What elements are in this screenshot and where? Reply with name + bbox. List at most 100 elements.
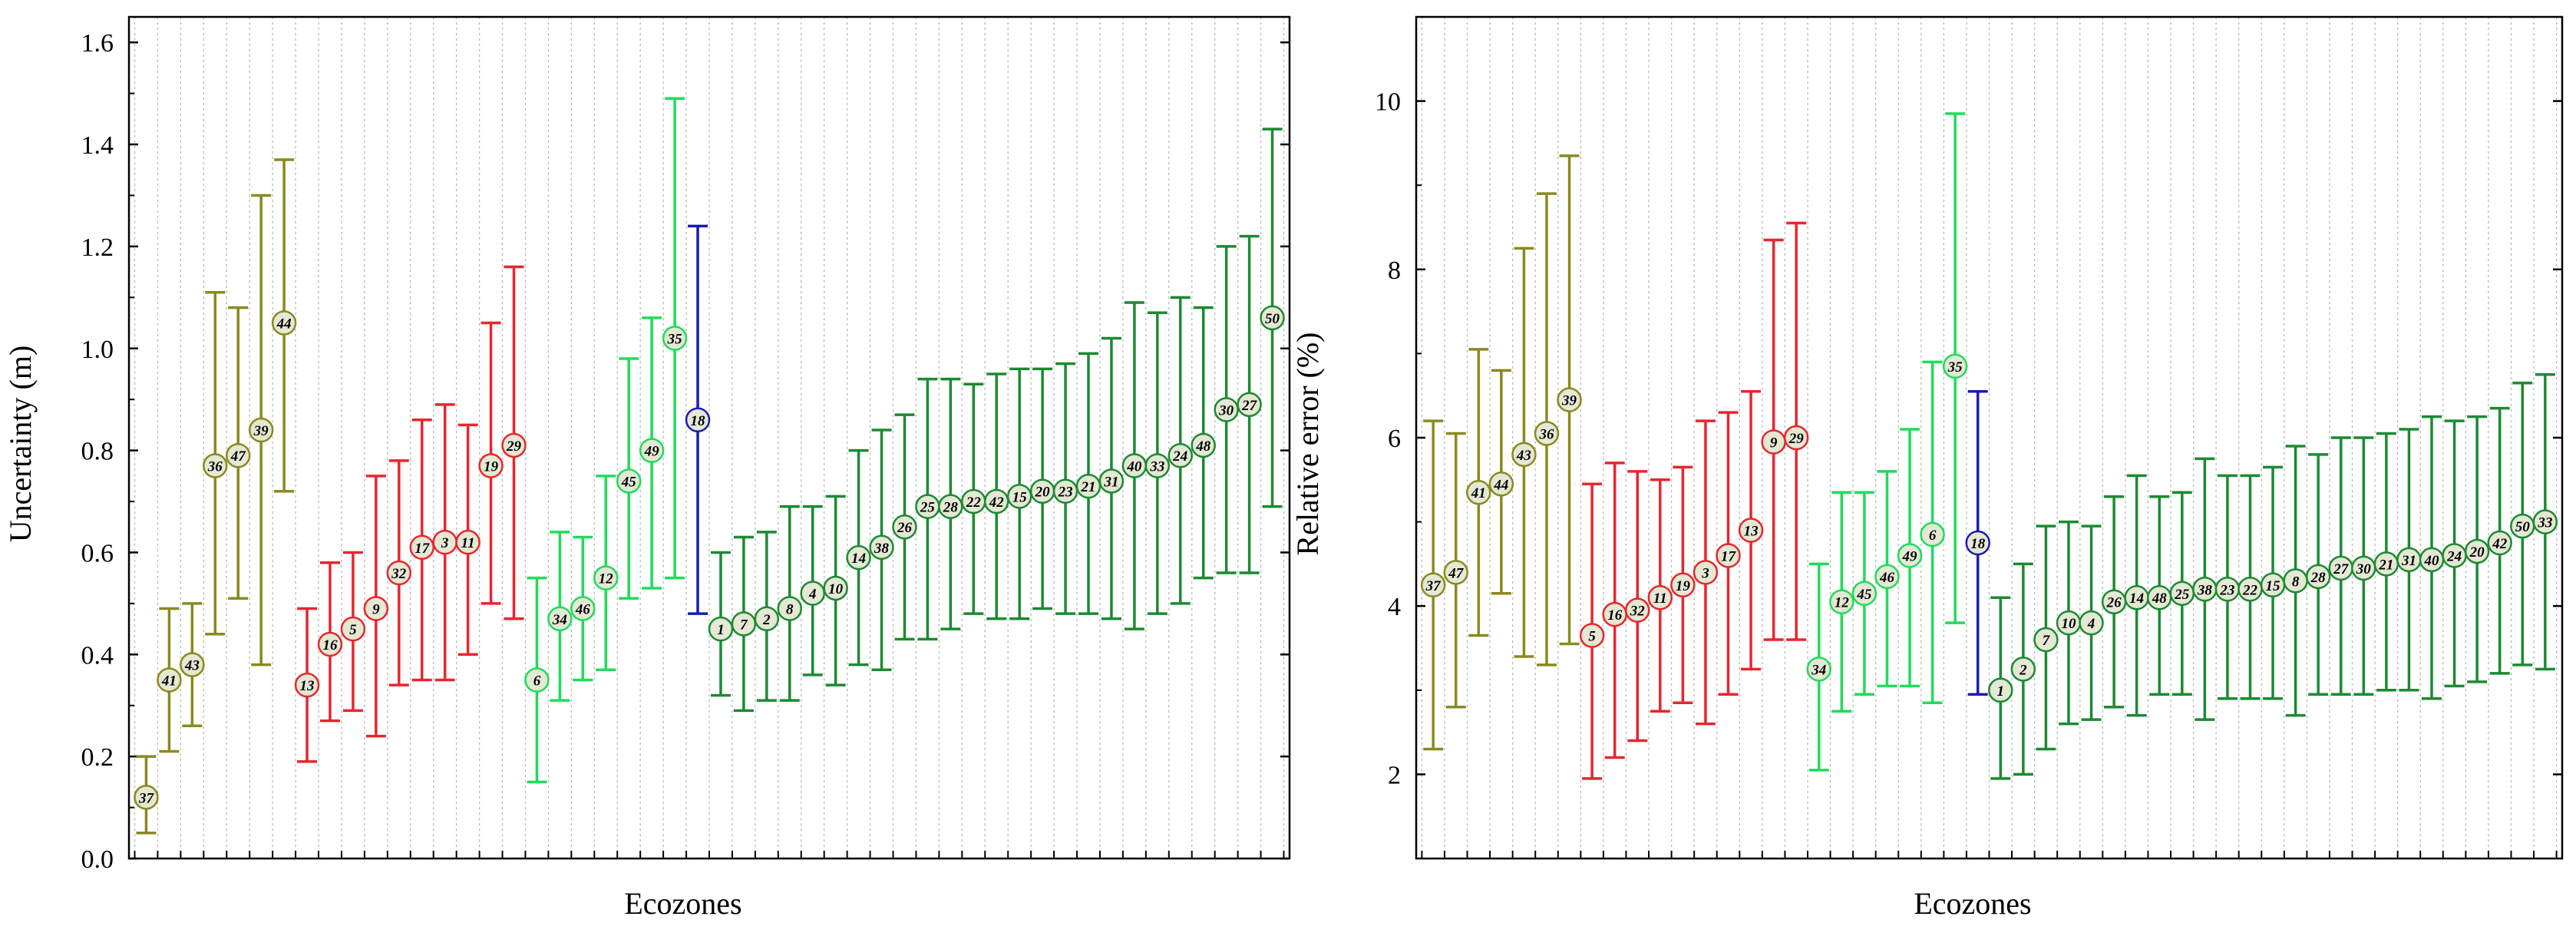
data-point-5: 5 <box>340 551 366 713</box>
right-y-axis-title: Relative error (%) <box>1290 333 1325 556</box>
point-marker <box>984 488 1009 514</box>
point-marker <box>1443 560 1468 585</box>
data-point-43: 43 <box>1511 246 1537 658</box>
point-marker <box>386 560 412 586</box>
y-tick-label: 4 <box>1388 593 1401 621</box>
point-label: 25 <box>920 500 936 516</box>
point-marker <box>1829 589 1854 614</box>
uncertainty-chart: Uncertainty (m) Ecozones 0.0 0.2 0.4 0.6 0.8… <box>3 15 1291 921</box>
data-point-2: 2 <box>754 531 780 702</box>
point-label: 10 <box>828 581 844 597</box>
data-point-20: 20 <box>2464 415 2490 683</box>
data-point-14: 14 <box>2124 474 2149 717</box>
point-label: 12 <box>1835 595 1850 611</box>
point-marker <box>409 534 434 561</box>
point-marker <box>1237 392 1262 418</box>
relative-error-chart: Relative error (%) Ecozones 246810374741… <box>1290 15 2564 921</box>
point-label: 11 <box>461 535 475 551</box>
point-label: 47 <box>1448 565 1465 581</box>
point-label: 19 <box>1676 578 1691 594</box>
point-label: 47 <box>230 448 247 465</box>
data-point-49: 49 <box>639 316 665 590</box>
data-point-8: 8 <box>777 505 803 702</box>
point-marker <box>547 606 573 632</box>
point-marker <box>363 596 389 621</box>
point-label: 44 <box>1493 477 1508 493</box>
point-marker <box>1783 425 1809 451</box>
y-tick-label: 0.0 <box>81 845 114 874</box>
y-tick-label: 6 <box>1388 425 1401 453</box>
point-label: 33 <box>2537 515 2552 531</box>
point-marker <box>1466 479 1491 505</box>
point-marker <box>455 529 481 555</box>
left-x-axis-title: Ecozones <box>624 886 741 921</box>
data-point-6: 6 <box>524 576 550 784</box>
point-label: 23 <box>2219 582 2234 598</box>
data-point-17: 17 <box>409 419 434 682</box>
point-label: 32 <box>391 566 407 582</box>
point-marker <box>1534 421 1560 446</box>
point-marker <box>1647 584 1673 610</box>
data-point-24: 24 <box>2442 419 2467 688</box>
point-marker <box>777 596 803 621</box>
point-marker <box>340 616 366 642</box>
point-label: 4 <box>2087 616 2095 632</box>
point-label: 14 <box>851 551 866 567</box>
point-label: 2 <box>2019 662 2027 678</box>
point-label: 5 <box>1588 629 1596 645</box>
point-label: 45 <box>1856 587 1872 603</box>
point-label: 33 <box>1149 459 1164 475</box>
data-point-18: 18 <box>685 224 711 615</box>
data-point-9: 9 <box>1761 238 1786 641</box>
data-point-14: 14 <box>846 448 871 667</box>
point-marker <box>1874 564 1900 590</box>
point-marker <box>1557 387 1582 412</box>
point-label: 15 <box>2266 578 2281 594</box>
y-tick-label: 8 <box>1388 256 1401 285</box>
point-label: 37 <box>1425 578 1442 594</box>
data-point-3: 3 <box>432 403 457 682</box>
point-marker <box>501 432 527 458</box>
point-marker <box>1098 468 1125 494</box>
point-label: 17 <box>1721 548 1737 564</box>
point-label: 49 <box>644 444 660 460</box>
point-marker <box>1579 623 1605 648</box>
point-marker <box>869 534 894 561</box>
point-label: 30 <box>2356 561 2372 577</box>
point-label: 9 <box>1770 435 1778 451</box>
point-label: 39 <box>253 423 269 439</box>
data-point-2: 2 <box>2010 562 2036 776</box>
data-point-24: 24 <box>1167 296 1194 605</box>
point-label: 35 <box>667 331 683 347</box>
point-label: 31 <box>1103 474 1118 490</box>
y-tick-label: 1.0 <box>81 336 114 364</box>
data-point-46: 46 <box>1874 470 1900 688</box>
data-point-48: 48 <box>2146 495 2172 696</box>
data-point-39: 39 <box>248 194 274 667</box>
data-point-47: 47 <box>1443 432 1468 709</box>
point-label: 38 <box>874 541 890 557</box>
point-marker <box>1693 560 1719 585</box>
point-marker <box>2305 564 2331 590</box>
data-point-43: 43 <box>180 602 205 728</box>
point-label: 36 <box>1538 427 1554 443</box>
point-label: 6 <box>1929 528 1937 544</box>
point-marker <box>1488 471 1514 497</box>
data-point-3: 3 <box>1693 419 1719 726</box>
point-label: 16 <box>322 637 338 653</box>
y-tick-label: 1.4 <box>81 131 114 160</box>
data-point-35: 35 <box>662 97 688 580</box>
point-marker <box>203 453 228 478</box>
point-label: 18 <box>1970 536 1986 552</box>
point-label: 40 <box>1126 459 1142 475</box>
data-point-46: 46 <box>570 535 596 682</box>
y-tick-label: 0.8 <box>81 438 114 466</box>
data-point-25: 25 <box>915 377 940 641</box>
point-label: 48 <box>1195 438 1211 455</box>
point-marker <box>1965 530 1990 556</box>
data-point-16: 16 <box>1602 462 1627 759</box>
data-point-42: 42 <box>984 372 1009 620</box>
data-point-50: 50 <box>2510 382 2535 667</box>
point-label: 42 <box>2492 536 2508 552</box>
point-marker <box>1144 453 1171 478</box>
